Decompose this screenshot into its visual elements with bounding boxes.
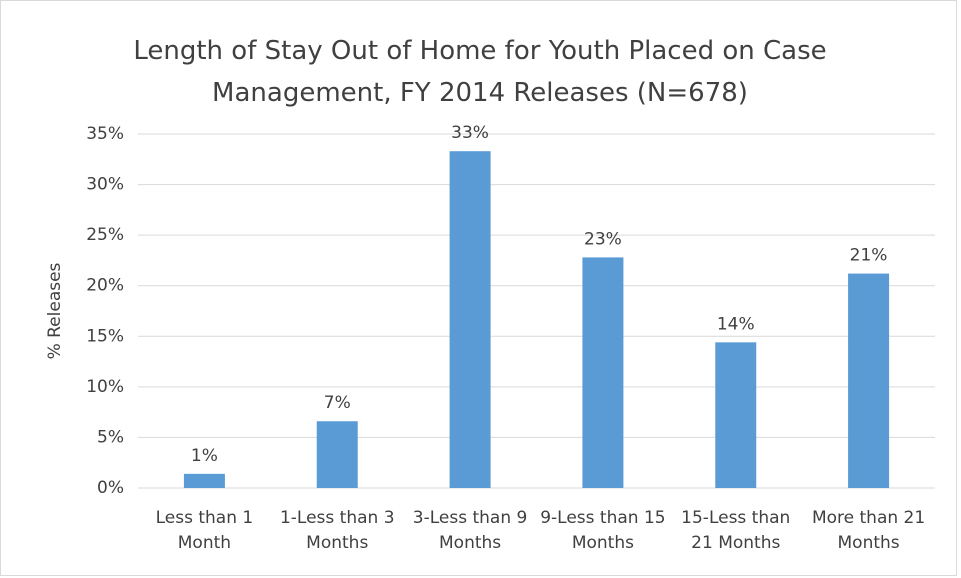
bar: [449, 151, 491, 489]
x-tick-label: 1-Less than 3 Months: [279, 508, 395, 553]
x-tick-label: More than 21 Months: [811, 508, 926, 553]
bar: [183, 473, 225, 488]
data-label: 23%: [584, 229, 622, 249]
y-tick-label: 30%: [86, 175, 124, 195]
data-label: 33%: [451, 123, 489, 143]
data-label: 14%: [717, 314, 755, 334]
y-tick-label: 15%: [86, 326, 124, 346]
chart-title: Length of Stay Out of Home for Youth Pla…: [133, 36, 827, 108]
y-axis-label: % Releases: [45, 262, 65, 359]
y-tick-label: 25%: [86, 225, 124, 245]
bar: [582, 257, 624, 488]
data-label: 1%: [191, 446, 218, 466]
bar: [848, 273, 890, 488]
bar: [715, 342, 757, 488]
data-label: 7%: [324, 393, 351, 413]
x-tick-label: 15-Less than 21 Months: [681, 508, 791, 553]
data-label: 21%: [850, 246, 888, 266]
y-tick-label: 0%: [97, 478, 124, 498]
y-tick-label: 20%: [86, 276, 124, 296]
x-tick-label: Less than 1 Month: [155, 508, 254, 553]
y-tick-label: 35%: [86, 124, 124, 144]
bar: [316, 421, 358, 488]
y-tick-label: 10%: [86, 377, 124, 397]
x-tick-label: 9-Less than 15 Months: [540, 508, 666, 553]
x-tick-label: 3-Less than 9 Months: [412, 508, 528, 553]
y-tick-label: 5%: [97, 427, 124, 447]
